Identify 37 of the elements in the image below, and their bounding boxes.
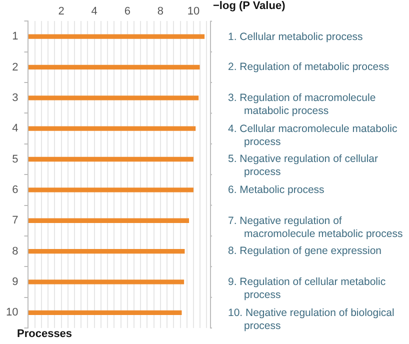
x-axis-title: −log (P Value) xyxy=(213,0,286,12)
y-tick-label: 3 xyxy=(12,92,18,104)
text: 5. Negative regulation of cellular process xyxy=(228,153,380,180)
text: 7. Negative regulation of macromolecule metabolic process xyxy=(228,214,404,241)
text: 3. Regulation of macromolecule matabolic process xyxy=(228,92,377,118)
x-tick-label: 2 xyxy=(58,6,64,18)
y-tick-label: 1 xyxy=(12,30,18,43)
text: 9. Regulation of cellular metabolic process xyxy=(228,276,387,302)
bar xyxy=(28,218,190,223)
bar xyxy=(28,310,182,315)
text: 8. Regulation of gene expression xyxy=(228,245,383,258)
y-tick-label: 10 xyxy=(6,306,18,319)
text: 2. Regulation of metabolic process xyxy=(228,61,390,74)
bar xyxy=(28,248,185,254)
x-tick-label: 10 xyxy=(187,6,200,18)
bar xyxy=(28,156,194,162)
bar xyxy=(28,34,205,39)
bar xyxy=(28,96,199,100)
y-tick-label: 6 xyxy=(12,184,18,196)
bar xyxy=(28,188,194,192)
y-tick-label: 9 xyxy=(12,276,18,288)
text: 4. Cellular macromolecule matabolic process xyxy=(228,122,398,149)
bar xyxy=(28,126,196,131)
y-tick-label: 7 xyxy=(12,214,18,227)
bar xyxy=(28,280,184,284)
text: 10. Negative regulation of biological process xyxy=(228,306,396,333)
y-tick-label: 5 xyxy=(12,153,18,166)
y-tick-label: 2 xyxy=(12,61,18,74)
y-tick-label: 8 xyxy=(12,245,18,258)
x-tick-label: 4 xyxy=(91,6,98,18)
text: 1. Cellular metabolic process xyxy=(228,30,364,44)
y-axis-title: Processes xyxy=(17,328,72,340)
x-tick-label: 6 xyxy=(124,6,130,18)
bar xyxy=(28,64,200,70)
text: 6. Metabolic process xyxy=(228,184,326,197)
y-tick-label: 4 xyxy=(12,122,18,135)
x-tick-label: 8 xyxy=(157,6,164,18)
